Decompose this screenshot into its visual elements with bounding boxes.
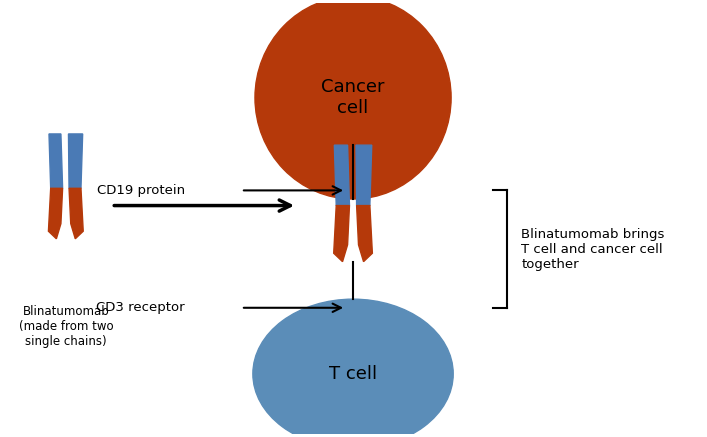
Polygon shape [69, 134, 83, 188]
Ellipse shape [253, 299, 453, 437]
Text: Blinatumomab brings
T cell and cancer cell
together: Blinatumomab brings T cell and cancer ce… [521, 228, 665, 271]
Polygon shape [69, 188, 83, 239]
Text: CD3 receptor: CD3 receptor [96, 301, 185, 314]
Text: Cancer
cell: Cancer cell [321, 78, 385, 117]
Polygon shape [334, 145, 349, 205]
Ellipse shape [255, 0, 451, 199]
Polygon shape [356, 205, 373, 262]
Polygon shape [48, 188, 63, 239]
Text: CD19 protein: CD19 protein [97, 184, 185, 197]
Polygon shape [49, 134, 63, 188]
Polygon shape [334, 205, 349, 262]
Polygon shape [356, 145, 372, 205]
Text: T cell: T cell [329, 365, 377, 383]
Text: Blinatumomab
(made from two
single chains): Blinatumomab (made from two single chain… [18, 305, 113, 348]
